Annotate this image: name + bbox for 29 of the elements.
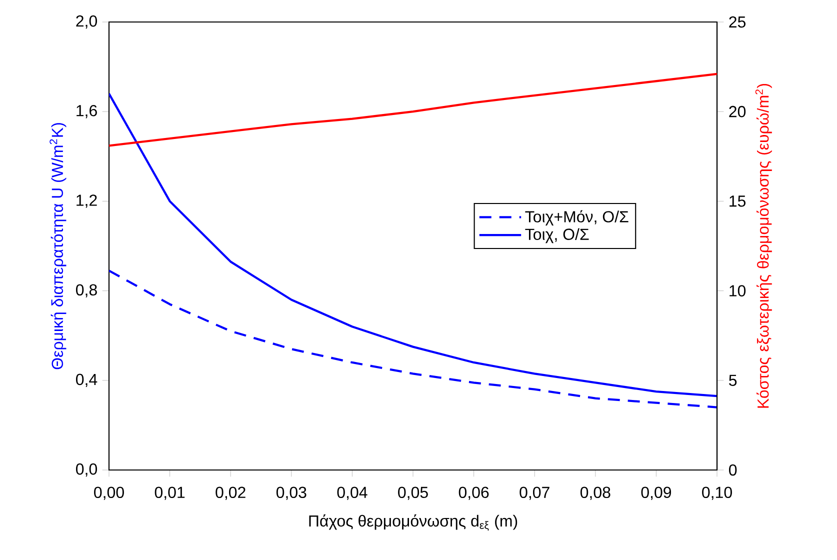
x-tick-label: 0,07 xyxy=(520,486,550,500)
x-axis-title: Πάχος θερμομόνωσης d$_{εξ}$ (m) xyxy=(309,514,518,531)
legend-label: Τοιχ+Μόν, Ο/Σ xyxy=(525,210,628,226)
x-tick-label: 0,00 xyxy=(94,486,124,500)
line-series xyxy=(109,270,718,408)
x-tick-label: 0,06 xyxy=(458,486,489,500)
y-tick-label: 0,4 xyxy=(76,374,98,388)
y-tick-label: 2,0 xyxy=(76,15,98,29)
x-tick-label: 0,01 xyxy=(154,486,185,500)
x-tick-label: 0,03 xyxy=(276,486,306,500)
x-tick-label: 0,08 xyxy=(580,486,610,500)
y2-axis-title: Κόστος εξωτερικής θερμομόνωσης (ευρώ/m$^{2}$) xyxy=(755,84,772,408)
x-tick-label: 0,09 xyxy=(641,486,672,500)
legend-label: Τοιχ, Ο/Σ xyxy=(525,228,589,244)
y2-tick-label: 10 xyxy=(730,285,746,296)
y-tick-label: 1,6 xyxy=(76,104,97,118)
y-tick-label: 0,0 xyxy=(76,463,98,477)
x-tick-label: 0,10 xyxy=(702,486,732,500)
x-tick-label: 0,05 xyxy=(398,486,428,500)
y-axis-title: Θερμική διαπερατότητα U (W/m$^{2}$K) xyxy=(50,123,66,370)
y-tick-label: 1,2 xyxy=(76,194,97,208)
y2-tick-label: 15 xyxy=(730,196,746,207)
y2-tick-label: 0 xyxy=(729,464,737,476)
x-tick-label: 0,02 xyxy=(216,486,246,500)
y2-tick-label: 20 xyxy=(729,106,746,118)
y2-tick-label: 25 xyxy=(729,16,746,28)
x-tick-label: 0,04 xyxy=(337,486,368,500)
y2-tick-label: 5 xyxy=(729,374,737,386)
y-tick-label: 0,8 xyxy=(76,284,97,298)
